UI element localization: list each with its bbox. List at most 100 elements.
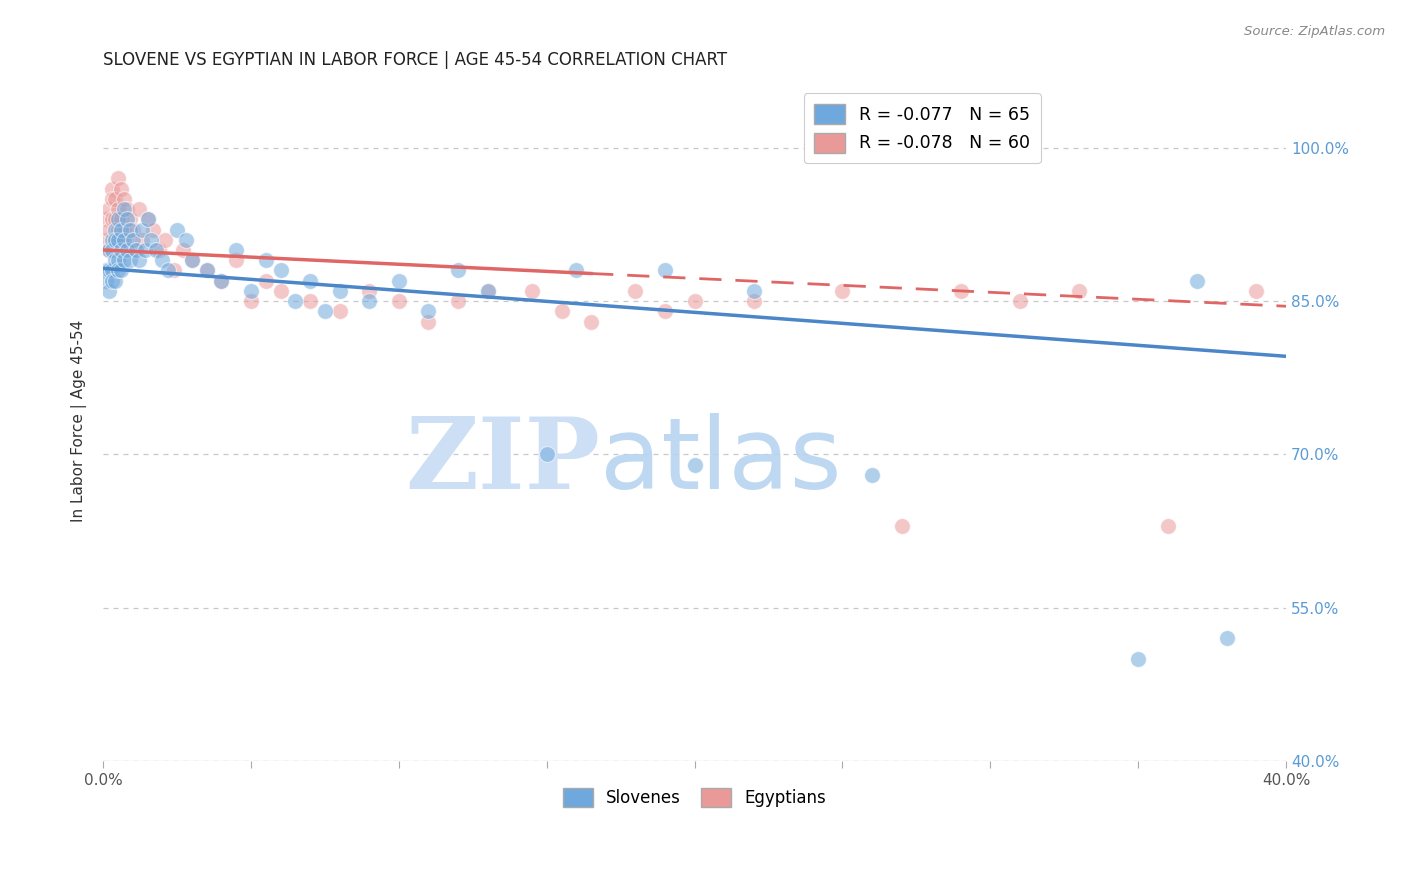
Point xyxy=(112,253,135,268)
Point xyxy=(211,274,233,288)
Point xyxy=(121,222,143,236)
Point xyxy=(1216,632,1239,646)
Point xyxy=(180,253,202,268)
Point xyxy=(128,253,150,268)
Point xyxy=(104,253,127,268)
Point xyxy=(180,253,202,268)
Point xyxy=(163,263,186,277)
Point xyxy=(98,222,121,236)
Point xyxy=(118,253,141,268)
Point xyxy=(579,314,602,328)
Point xyxy=(1246,284,1268,298)
Point xyxy=(240,294,263,309)
Point xyxy=(110,233,132,247)
Point xyxy=(359,284,381,298)
Point xyxy=(477,284,499,298)
Point xyxy=(284,294,307,309)
Point xyxy=(683,294,706,309)
Point xyxy=(949,284,972,298)
Point xyxy=(359,294,381,309)
Point xyxy=(110,212,132,227)
Text: Source: ZipAtlas.com: Source: ZipAtlas.com xyxy=(1244,25,1385,38)
Point xyxy=(101,233,124,247)
Point xyxy=(299,274,322,288)
Point xyxy=(136,212,159,227)
Point xyxy=(104,212,127,227)
Point xyxy=(174,233,197,247)
Point xyxy=(115,233,138,247)
Point xyxy=(536,447,558,461)
Point xyxy=(166,222,188,236)
Point xyxy=(157,263,180,277)
Point xyxy=(110,182,132,196)
Point xyxy=(101,192,124,206)
Text: SLOVENE VS EGYPTIAN IN LABOR FORCE | AGE 45-54 CORRELATION CHART: SLOVENE VS EGYPTIAN IN LABOR FORCE | AGE… xyxy=(103,51,727,69)
Point xyxy=(742,294,765,309)
Point xyxy=(112,192,135,206)
Point xyxy=(101,243,124,257)
Point xyxy=(96,263,118,277)
Y-axis label: In Labor Force | Age 45-54: In Labor Force | Age 45-54 xyxy=(72,320,87,523)
Point xyxy=(104,192,127,206)
Point xyxy=(299,294,322,309)
Point xyxy=(104,233,127,247)
Point xyxy=(240,284,263,298)
Legend: Slovenes, Egyptians: Slovenes, Egyptians xyxy=(557,781,832,814)
Point xyxy=(550,304,572,318)
Point xyxy=(314,304,336,318)
Point xyxy=(477,284,499,298)
Point xyxy=(107,222,129,236)
Point xyxy=(98,263,121,277)
Point xyxy=(98,243,121,257)
Point xyxy=(172,243,194,257)
Point xyxy=(131,222,153,236)
Point xyxy=(128,202,150,216)
Point xyxy=(225,243,247,257)
Point xyxy=(683,458,706,472)
Point xyxy=(565,263,588,277)
Point xyxy=(142,222,165,236)
Point xyxy=(1157,519,1180,533)
Point xyxy=(107,212,129,227)
Point xyxy=(107,171,129,186)
Point xyxy=(388,294,411,309)
Point xyxy=(225,253,247,268)
Point xyxy=(131,233,153,247)
Point xyxy=(107,233,129,247)
Point xyxy=(118,222,141,236)
Point xyxy=(101,182,124,196)
Point xyxy=(98,202,121,216)
Point xyxy=(104,274,127,288)
Point xyxy=(110,243,132,257)
Point xyxy=(145,243,167,257)
Point xyxy=(329,284,352,298)
Point xyxy=(388,274,411,288)
Point xyxy=(831,284,853,298)
Point xyxy=(254,253,277,268)
Point xyxy=(1126,652,1149,666)
Point xyxy=(150,253,173,268)
Point xyxy=(136,212,159,227)
Point xyxy=(101,212,124,227)
Point xyxy=(447,263,470,277)
Point xyxy=(195,263,218,277)
Point xyxy=(418,314,440,328)
Point xyxy=(121,233,143,247)
Point xyxy=(860,467,883,482)
Point xyxy=(654,263,676,277)
Point xyxy=(96,212,118,227)
Point xyxy=(742,284,765,298)
Point xyxy=(270,263,292,277)
Text: atlas: atlas xyxy=(600,414,842,510)
Point xyxy=(447,294,470,309)
Point xyxy=(112,233,135,247)
Point xyxy=(96,233,118,247)
Text: ZIP: ZIP xyxy=(405,414,600,510)
Point xyxy=(115,243,138,257)
Point xyxy=(101,263,124,277)
Point xyxy=(110,263,132,277)
Point xyxy=(211,274,233,288)
Point xyxy=(107,263,129,277)
Point xyxy=(890,519,912,533)
Point xyxy=(110,222,132,236)
